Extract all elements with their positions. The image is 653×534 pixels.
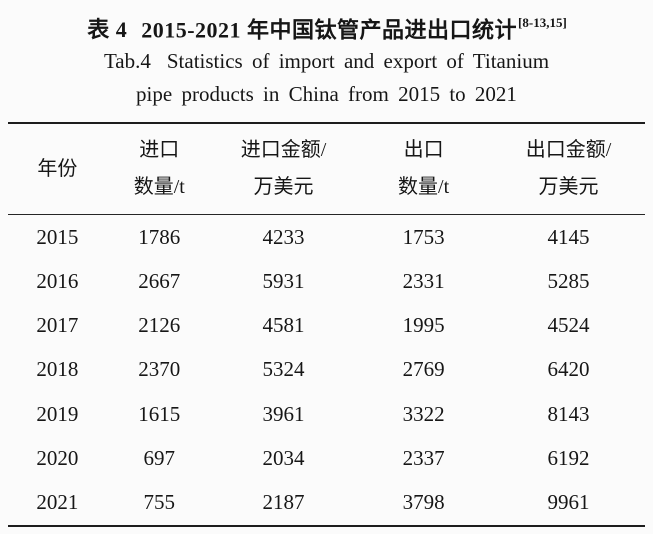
cell-export-value: 9961 [547,490,590,515]
table-title-english-line2: pipe products in China from 2015 to 2021 [136,82,517,107]
cell-export-value: 6420 [547,357,590,382]
cell-import-value: 5324 [262,357,305,382]
cell-import-quantity: 1615 [138,401,181,426]
cell-import-value: 2034 [262,445,305,470]
table-row: 2017 2126 4581 1995 4524 [8,304,645,348]
table-row: 2018 2370 5324 2769 6420 [8,348,645,392]
table-row: 2015 1786 4233 1753 4145 [8,215,645,260]
cell-export-value: 5285 [547,269,590,294]
header-cell-year: 年份 [8,123,107,216]
table-row: 2021 755 2187 3798 9961 [8,480,645,525]
cell-import-value: 5931 [262,269,305,294]
table-row: 2019 1615 3961 3322 8143 [8,392,645,436]
cell-import-quantity: 2370 [138,357,181,382]
cell-import-quantity: 2667 [138,269,181,294]
cell-year: 2019 [36,401,79,426]
table-title-zh-text: 2015-2021 年中国钛管产品进出口统计 [141,17,518,43]
cell-import-value: 4233 [262,224,305,249]
table-number-label: 表 4 [87,17,128,43]
cell-export-value: 8143 [547,401,590,426]
cell-year: 2016 [36,269,79,294]
cell-import-quantity: 697 [143,445,176,470]
table-title-chinese: 表 4 2015-2021 年中国钛管产品进出口统计[8-13,15] [0,0,653,45]
citation-superscript: [8-13,15] [518,15,567,30]
cell-import-quantity: 2126 [138,313,181,338]
table-title-en-text: Statistics of import and export of Titan… [166,49,550,74]
table-number-label-en: Tab.4 [103,49,151,74]
header-cell-import-quantity: 进口 数量/t [106,123,212,216]
header-row: 年份 进口 数量/t 进口金额/ 万美元 出口 数量/t 出口金额/ 万美元 [8,123,645,216]
cell-year: 2017 [36,313,79,338]
cell-export-value: 4524 [547,313,590,338]
cell-year: 2021 [36,490,79,515]
cell-export-quantity: 2337 [402,445,445,470]
cell-export-value: 4145 [547,224,590,249]
header-cell-import-value: 进口金额/ 万美元 [211,123,356,216]
cell-export-quantity: 2331 [402,269,445,294]
cell-export-quantity: 3322 [402,401,445,426]
header-cell-export-quantity: 出口 数量/t [355,123,493,216]
cell-export-value: 6192 [547,445,590,470]
cell-import-value: 3961 [262,401,305,426]
cell-export-quantity: 1753 [402,224,445,249]
cell-year: 2018 [36,357,79,382]
cell-import-value: 2187 [262,490,305,515]
table-row: 2020 697 2034 2337 6192 [8,436,645,480]
table-title-english-line1: Tab.4 Statistics of import and export of … [0,45,653,78]
import-export-statistics-table: 年份 进口 数量/t 进口金额/ 万美元 出口 数量/t 出口金额/ 万美元 [8,122,645,527]
table-row: 2016 2667 5931 2331 5285 [8,260,645,304]
cell-year: 2015 [36,224,79,249]
cell-import-quantity: 1786 [138,224,181,249]
cell-year: 2020 [36,445,79,470]
cell-export-quantity: 2769 [402,357,445,382]
cell-import-value: 4581 [262,313,305,338]
cell-export-quantity: 3798 [402,490,445,515]
cell-export-quantity: 1995 [402,313,445,338]
header-cell-export-value: 出口金额/ 万美元 [492,123,645,216]
cell-import-quantity: 755 [143,490,176,515]
